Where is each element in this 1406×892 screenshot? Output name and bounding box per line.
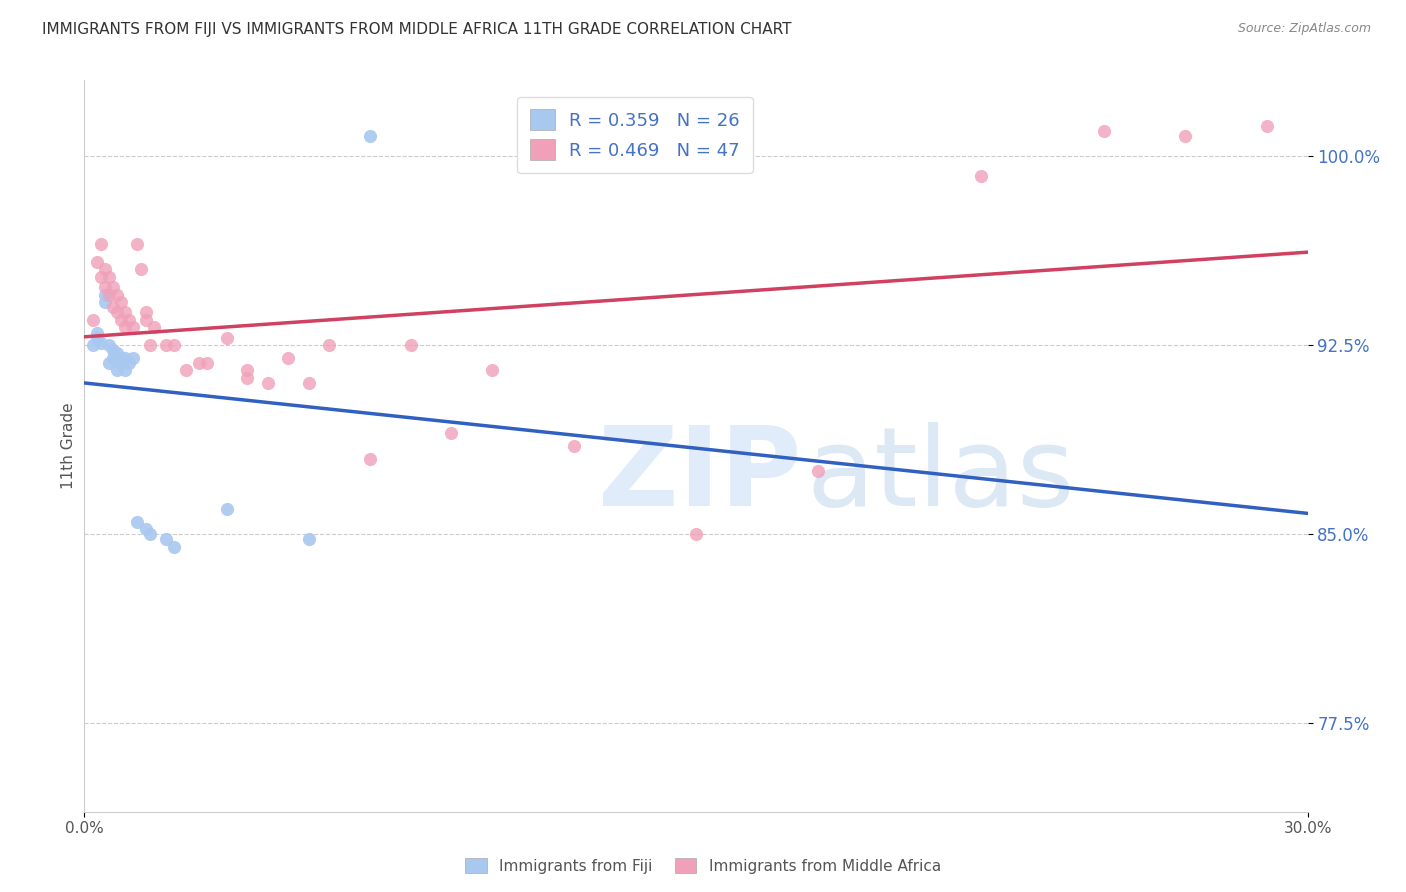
- Point: [298, 376, 321, 390]
- Point: [122, 351, 145, 365]
- Point: [562, 439, 585, 453]
- Text: ZIP: ZIP: [598, 422, 801, 529]
- Point: [82, 313, 104, 327]
- Point: [93, 295, 115, 310]
- Point: [90, 237, 112, 252]
- Point: [359, 451, 381, 466]
- Point: [359, 128, 381, 143]
- Point: [127, 515, 149, 529]
- Text: atlas: atlas: [806, 422, 1074, 529]
- Point: [114, 305, 136, 319]
- Point: [1174, 128, 1197, 143]
- Point: [970, 169, 993, 183]
- Point: [217, 330, 239, 344]
- Point: [127, 237, 149, 252]
- Point: [101, 343, 124, 358]
- Point: [122, 320, 145, 334]
- Point: [195, 356, 218, 370]
- Point: [93, 287, 115, 301]
- Point: [685, 527, 707, 541]
- Text: Source: ZipAtlas.com: Source: ZipAtlas.com: [1237, 22, 1371, 36]
- Point: [807, 464, 830, 478]
- Point: [138, 527, 160, 541]
- Y-axis label: 11th Grade: 11th Grade: [60, 402, 76, 490]
- Point: [155, 338, 177, 352]
- Point: [86, 255, 108, 269]
- Point: [110, 313, 132, 327]
- Point: [82, 338, 104, 352]
- Point: [155, 533, 177, 547]
- Point: [118, 313, 141, 327]
- Point: [105, 305, 128, 319]
- Point: [86, 326, 108, 340]
- Point: [1256, 119, 1278, 133]
- Point: [110, 295, 132, 310]
- Point: [481, 363, 503, 377]
- Point: [101, 280, 124, 294]
- Point: [110, 351, 132, 365]
- Point: [277, 351, 299, 365]
- Point: [114, 351, 136, 365]
- Point: [257, 376, 280, 390]
- Point: [142, 320, 165, 334]
- Point: [131, 262, 153, 277]
- Point: [86, 330, 108, 344]
- Point: [90, 335, 112, 350]
- Point: [90, 270, 112, 285]
- Point: [135, 522, 157, 536]
- Point: [187, 356, 209, 370]
- Point: [217, 502, 239, 516]
- Point: [97, 338, 120, 352]
- Point: [110, 356, 132, 370]
- Point: [298, 533, 321, 547]
- Point: [135, 313, 157, 327]
- Point: [97, 270, 120, 285]
- Point: [97, 287, 120, 301]
- Point: [236, 371, 259, 385]
- Point: [93, 280, 115, 294]
- Point: [118, 356, 141, 370]
- Point: [105, 345, 128, 359]
- Point: [236, 363, 259, 377]
- Point: [97, 356, 120, 370]
- Point: [138, 338, 160, 352]
- Text: IMMIGRANTS FROM FIJI VS IMMIGRANTS FROM MIDDLE AFRICA 11TH GRADE CORRELATION CHA: IMMIGRANTS FROM FIJI VS IMMIGRANTS FROM …: [42, 22, 792, 37]
- Point: [114, 320, 136, 334]
- Point: [163, 338, 186, 352]
- Point: [318, 338, 340, 352]
- Point: [101, 351, 124, 365]
- Point: [105, 287, 128, 301]
- Point: [105, 363, 128, 377]
- Legend: R = 0.359   N = 26, R = 0.469   N = 47: R = 0.359 N = 26, R = 0.469 N = 47: [517, 96, 752, 173]
- Point: [174, 363, 197, 377]
- Point: [135, 305, 157, 319]
- Point: [114, 363, 136, 377]
- Point: [440, 426, 463, 441]
- Point: [93, 262, 115, 277]
- Point: [163, 540, 186, 554]
- Legend: Immigrants from Fiji, Immigrants from Middle Africa: Immigrants from Fiji, Immigrants from Mi…: [458, 852, 948, 880]
- Point: [399, 338, 422, 352]
- Point: [1092, 124, 1115, 138]
- Point: [101, 300, 124, 314]
